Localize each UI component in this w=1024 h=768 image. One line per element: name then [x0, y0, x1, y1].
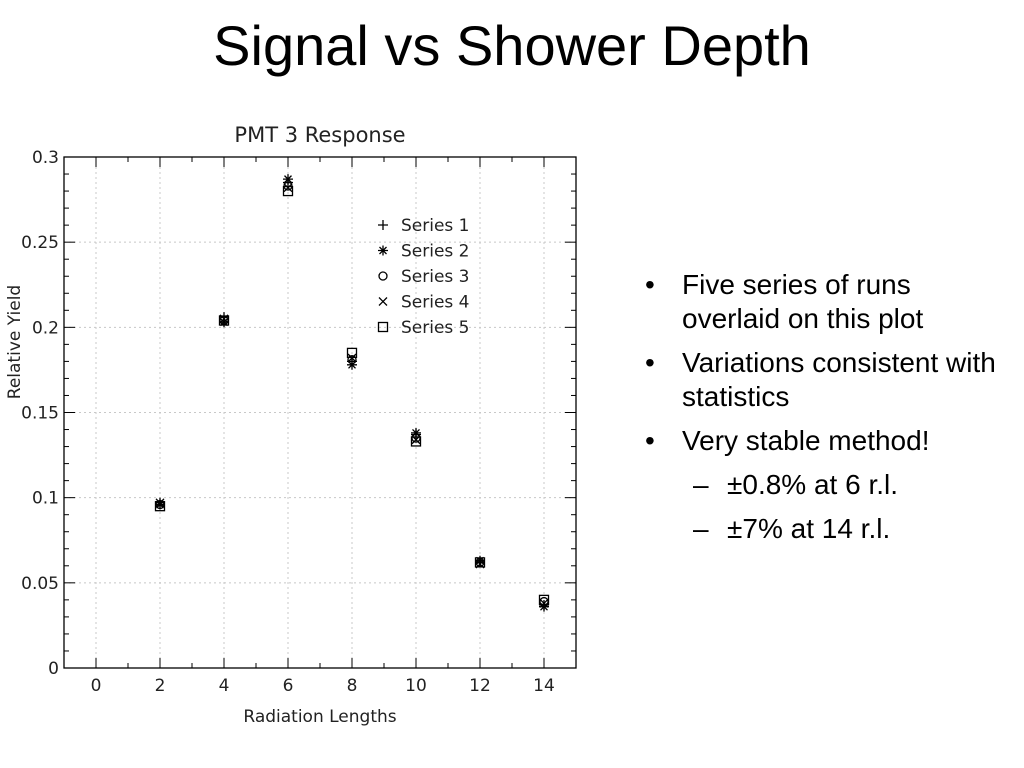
data-point: [218, 315, 230, 326]
x-tick-label: 6: [283, 676, 294, 696]
x-tick-label: 0: [91, 676, 102, 696]
x-tick-labels: 0 2 4 6 8 10 12 14: [91, 676, 555, 696]
data-point: [283, 183, 293, 193]
slide-title: Signal vs Shower Depth: [213, 14, 811, 77]
bullet-text: Very stable method!: [682, 425, 930, 456]
y-tick-label: 0.2: [32, 318, 59, 338]
legend-entry: Series 2: [401, 242, 470, 262]
legend-marker: [378, 297, 388, 306]
x-tick-label: 12: [469, 676, 491, 696]
y-tick-label: 0.05: [21, 574, 59, 594]
x-axis-label: Radiation Lengths: [243, 707, 396, 727]
legend: Series 1 Series 2 Series 3 Series 4 Series 5: [377, 216, 470, 338]
legend-entry: Series 4: [401, 293, 470, 313]
sub-bullet-item: – ±0.8% at 6 r.l.: [645, 468, 1015, 502]
data-point: [154, 501, 166, 512]
data-point: [475, 555, 485, 566]
legend-marker: [378, 271, 388, 281]
data-point: [347, 359, 357, 370]
data-point: [155, 499, 165, 510]
x-tick-label: 2: [155, 676, 166, 696]
dash-marker: –: [693, 513, 709, 544]
legend-marker: [378, 220, 388, 230]
data-point: [474, 557, 486, 568]
data-point: [538, 594, 550, 606]
sub-bullet-item: – ±7% at 14 r.l.: [645, 512, 1015, 546]
y-axis-label: Relative Yield: [5, 285, 25, 399]
bullet-item: Five series of runs overlaid on this plo…: [645, 268, 1015, 336]
y-tick-label: 0.1: [32, 489, 59, 509]
x-tick-label: 10: [405, 676, 427, 696]
data-point: [346, 347, 358, 359]
data-point: [155, 498, 165, 508]
legend-entry: Series 3: [401, 267, 470, 287]
legend-marker: [377, 321, 389, 333]
bullet-item: Variations consistent with statistics: [645, 346, 1015, 414]
bullet-item: Very stable method!: [645, 424, 1015, 458]
data-point: [411, 427, 421, 438]
bullet-text: ±0.8% at 6 r.l.: [727, 469, 899, 500]
y-tick-labels: 0 0.05 0.1 0.15 0.2 0.25 0.3: [21, 148, 59, 679]
chart-title: PMT 3 Response: [234, 123, 405, 147]
bullet-text: Five series of runs overlaid on this plo…: [682, 269, 924, 334]
bullet-text: Variations consistent with statistics: [682, 347, 996, 412]
x-tick-label: 14: [533, 676, 555, 696]
axis-ticks: [63, 156, 577, 669]
data-point: [347, 355, 357, 365]
data-point: [539, 598, 549, 608]
bullet-text: ±7% at 14 r.l.: [727, 513, 891, 544]
y-tick-label: 0.15: [21, 404, 59, 424]
data-point: [539, 601, 549, 612]
scatter-chart: PMT 3 Response 0 2 4 6 8 10 12 14 00.050.10.150…: [5, 123, 577, 727]
dash-marker: –: [693, 469, 709, 500]
data-point: [282, 185, 294, 197]
legend-entry: Series 5: [401, 318, 470, 338]
x-tick-label: 8: [347, 676, 358, 696]
x-tick-label: 4: [219, 676, 230, 696]
data-point: [410, 436, 422, 447]
y-tick-label: 0.3: [32, 148, 59, 168]
y-tick-label: 0: [48, 659, 59, 679]
grid: [64, 157, 576, 668]
data-point: [283, 174, 293, 185]
legend-entry: Series 1: [401, 216, 470, 236]
y-tick-label: 0.25: [21, 233, 59, 253]
bullet-list: Five series of runs overlaid on this plo…: [645, 268, 1015, 556]
legend-marker: [378, 245, 388, 256]
data-point: [219, 317, 229, 328]
data-points: [154, 174, 550, 612]
